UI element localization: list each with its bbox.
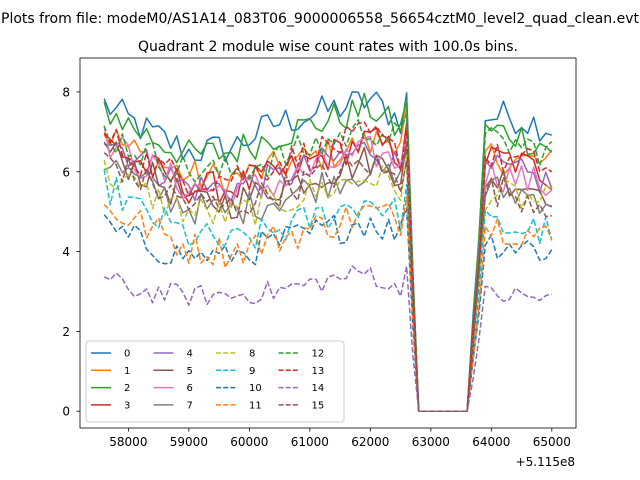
series-line-9 — [103, 169, 553, 412]
chart-title: Quadrant 2 module wise count rates with … — [138, 39, 518, 55]
x-tick-label: 63000 — [412, 435, 450, 449]
x-tick-label: 64000 — [472, 435, 510, 449]
series-layer — [103, 91, 553, 412]
legend-label: 15 — [312, 400, 325, 411]
legend-label: 10 — [249, 383, 262, 394]
legend-label: 7 — [187, 400, 193, 411]
legend-label: 4 — [187, 349, 193, 360]
legend-label: 3 — [124, 400, 130, 411]
x-tick-label: 62000 — [351, 435, 389, 449]
y-tick-label: 6 — [62, 165, 70, 179]
series-line-12 — [103, 113, 553, 412]
plot-frame — [79, 57, 577, 429]
series-line-8 — [103, 155, 553, 412]
legend-label: 6 — [187, 383, 193, 394]
y-tick-label: 2 — [62, 325, 70, 339]
y-tick-label: 4 — [62, 245, 70, 259]
legend-label: 11 — [249, 400, 262, 411]
legend-label: 0 — [124, 349, 130, 360]
legend-label: 14 — [312, 383, 325, 394]
legend-label: 5 — [187, 366, 193, 377]
series-line-14 — [103, 265, 553, 412]
legend-box — [85, 340, 345, 423]
legend-label: 1 — [124, 366, 130, 377]
x-tick-label: 60000 — [230, 435, 268, 449]
y-tick-label: 0 — [62, 405, 70, 419]
legend-label: 8 — [249, 349, 255, 360]
x-tick-label: 59000 — [170, 435, 208, 449]
axes-layer: 58000 59000 60000 61000 62000 63000 64000 65000… — [62, 85, 571, 449]
series-line-15 — [103, 152, 552, 412]
x-tick-label: 58000 — [109, 435, 147, 449]
x-tick-label: 61000 — [291, 435, 329, 449]
x-offset-label: +5.115e8 — [516, 455, 575, 469]
legend-label: 2 — [124, 383, 130, 394]
legend-label: 12 — [312, 349, 325, 360]
figure-suptitle: Plots from file: modeM0/AS1A14_083T06_90… — [1, 11, 639, 27]
series-line-11 — [103, 195, 553, 412]
y-tick-label: 8 — [62, 85, 70, 99]
x-tick-label: 65000 — [533, 435, 571, 449]
legend-label: 9 — [249, 366, 255, 377]
legend-label: 13 — [312, 366, 325, 377]
